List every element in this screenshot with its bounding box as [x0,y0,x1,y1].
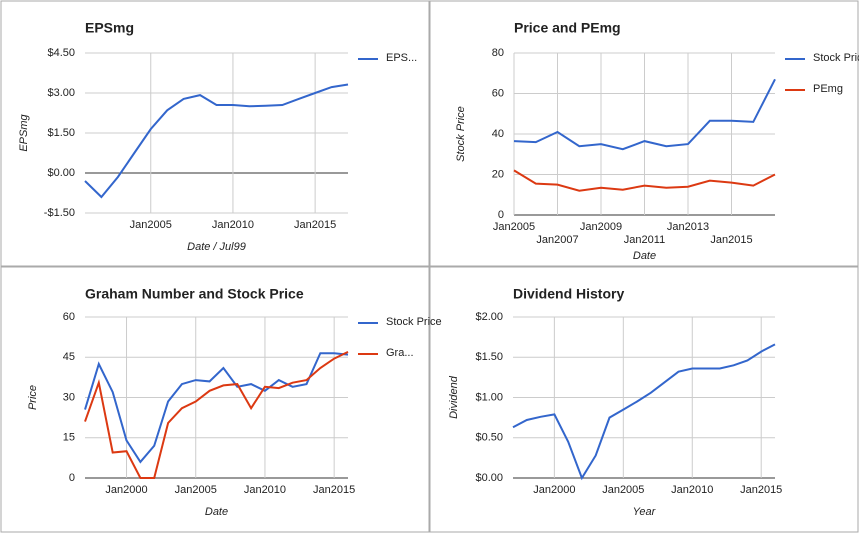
y-tick-label: 60 [492,87,504,99]
y-tick-label: $0.00 [475,472,503,484]
panel-border [0,0,430,267]
x-tick-label: Jan2013 [667,221,709,233]
x-tick-label: Jan2009 [580,221,622,233]
y-tick-label: 15 [63,432,75,444]
y-tick-label: $1.50 [47,127,75,139]
x-tick-label: Jan2005 [130,219,172,231]
x-tick-label: Jan2015 [710,234,752,246]
x-axis-title: Date [633,250,656,262]
x-tick-label: Jan2005 [602,484,644,496]
chart-title: Price and PEmg [514,20,621,36]
y-tick-label: $3.00 [47,87,75,99]
x-tick-label: Jan2011 [624,234,665,246]
legend-label: Stock Price [813,52,859,64]
y-tick-label: 30 [63,391,75,403]
y-axis-title: Stock Price [455,106,467,162]
y-tick-label: $2.00 [475,311,503,323]
y-tick-label: 60 [63,311,75,323]
y-tick-label: $4.50 [47,47,75,59]
panel-border [429,266,859,533]
x-tick-label: Jan2005 [175,484,217,496]
series-line [84,352,349,464]
chart-title: EPSmg [85,20,134,36]
panel-border [0,266,430,533]
y-tick-label: 0 [498,209,504,221]
legend-label: PEmg [813,83,843,95]
y-axis-title: EPSmg [18,113,30,151]
x-tick-label: Jan2000 [105,484,147,496]
chart-title: Dividend History [513,286,624,302]
series-line [84,351,349,479]
y-tick-label: 20 [492,168,504,180]
legend-label: EPS... [386,52,418,64]
x-tick-label: Jan2015 [740,484,782,496]
panel-border [429,0,859,267]
chart-title: Graham Number and Stock Price [85,286,304,302]
x-tick-label: Jan2010 [244,484,286,496]
x-tick-label: Jan2005 [493,221,535,233]
x-tick-label: Jan2010 [212,219,254,231]
y-tick-label: $1.50 [475,351,503,363]
x-tick-label: Jan2010 [671,484,713,496]
legend-label: Gra... [386,347,414,359]
x-tick-label: Jan2015 [294,219,336,231]
y-tick-label: 80 [492,47,504,59]
x-axis-title: Date / Jul99 [187,241,246,253]
series-line [512,343,776,481]
y-axis-title: Dividend [448,375,460,419]
y-axis-title: Price [27,385,39,410]
x-axis-title: Year [633,506,657,518]
x-tick-label: Jan2015 [313,484,355,496]
series-line [84,83,349,199]
x-tick-label: Jan2007 [536,234,578,246]
y-tick-label: $0.00 [47,167,75,179]
series-line [513,78,776,151]
y-tick-label: 45 [63,351,75,363]
y-tick-label: 40 [492,128,504,140]
y-tick-label: -$1.50 [44,207,75,219]
series-line [513,169,776,192]
y-tick-label: $1.00 [475,391,503,403]
y-tick-label: $0.50 [475,432,503,444]
x-tick-label: Jan2000 [533,484,575,496]
y-tick-label: 0 [69,472,75,484]
legend-label: Stock Price [386,316,442,328]
x-axis-title: Date [205,506,228,518]
